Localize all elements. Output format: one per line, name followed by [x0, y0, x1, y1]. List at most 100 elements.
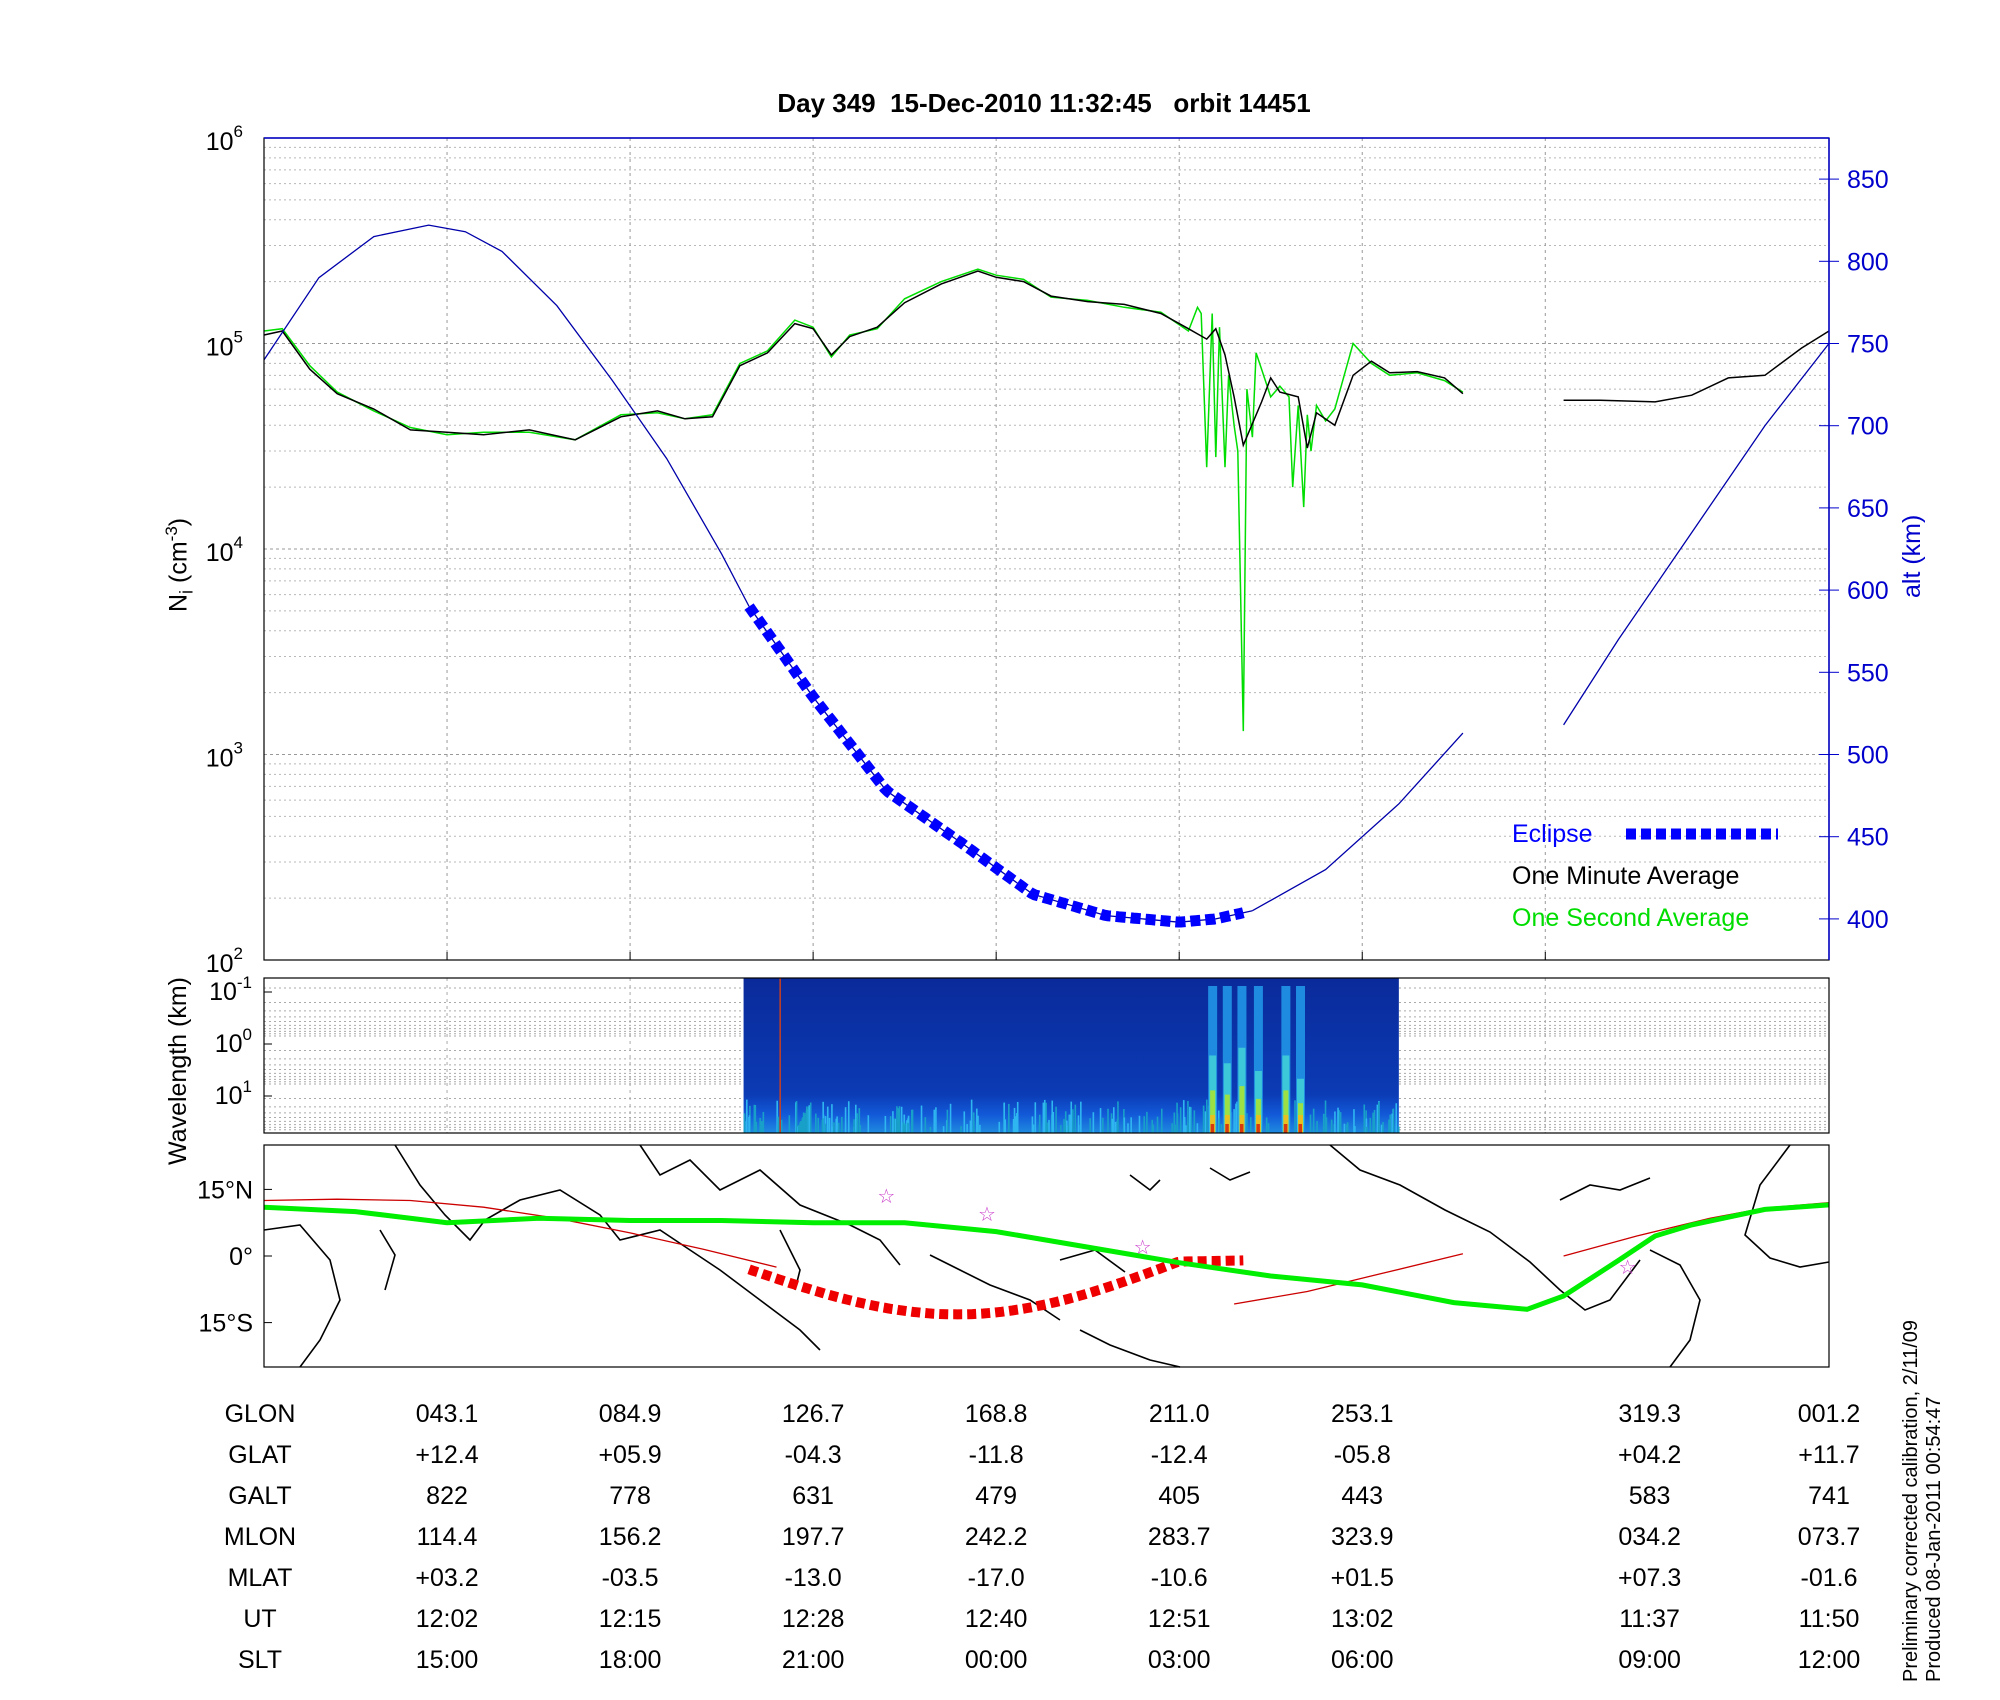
table-cell: +04.2: [1617, 1441, 1682, 1469]
spectrogram-stripe: [760, 1121, 763, 1133]
spectrogram-stripe: [1312, 1108, 1315, 1133]
spectrogram-stripe: [896, 1106, 898, 1133]
table-cell: 11:50: [1798, 1605, 1860, 1633]
spectrogram-stripe: [1045, 1102, 1047, 1133]
altitude-axis-label: alt (km): [1898, 514, 1926, 598]
footer-produced: Produced 08-Jan-2011 00:54:47: [1923, 1396, 1945, 1682]
spectrogram-stripe: [1334, 1111, 1336, 1133]
spectrogram-burst: [1283, 1124, 1288, 1133]
spectrogram-stripe: [809, 1102, 812, 1133]
map-panel: ☆ ☆ ☆ ☆ 15°N 0° 15°S: [197, 1144, 1830, 1368]
coastline: [379, 1229, 396, 1291]
table-cell: 168.8: [964, 1400, 1028, 1428]
spectrogram-stripe: [904, 1123, 906, 1133]
altitude-line: [1563, 343, 1830, 726]
spectrogram-stripe: [1146, 1111, 1148, 1133]
wavelength-tick-label: 101: [215, 1077, 252, 1110]
table-cell: 12:02: [415, 1605, 479, 1633]
table-cell: -12.4: [1150, 1441, 1208, 1469]
spectrogram-burst: [1224, 1094, 1230, 1133]
spectrogram-stripe: [979, 1124, 981, 1133]
spectrogram-stripe: [759, 1117, 761, 1133]
table-row-label: GLAT: [228, 1441, 292, 1469]
star-marker-icon: ☆: [877, 1184, 895, 1208]
spectrogram-stripe: [1365, 1118, 1368, 1133]
spectrogram-stripe: [1064, 1111, 1067, 1133]
spectrogram-stripe: [817, 1117, 820, 1133]
spectrogram-stripe: [1043, 1099, 1046, 1133]
spectrogram-stripe: [1353, 1109, 1355, 1133]
spectrogram-stripe: [815, 1113, 817, 1133]
spectrogram-stripe: [1395, 1103, 1398, 1133]
table-cell: -13.0: [784, 1564, 842, 1592]
coastline: [1744, 1144, 1830, 1268]
spectrogram-stripe: [1004, 1119, 1006, 1133]
table-cell: 114.4: [416, 1523, 478, 1551]
coastline: [1329, 1144, 1641, 1311]
spectrogram-stripe: [929, 1126, 932, 1133]
table-cell: +07.3: [1617, 1564, 1682, 1592]
coastline: [1209, 1167, 1251, 1181]
table-cell: -01.6: [1800, 1564, 1858, 1592]
density-tick-label: 102: [206, 944, 243, 978]
density-tick-label: 104: [206, 533, 243, 567]
spectrogram-stripe: [1309, 1114, 1312, 1133]
altitude-tick-label: 650: [1847, 495, 1889, 523]
coastline: [394, 1144, 821, 1351]
magnetic-equator-line: [263, 1202, 1830, 1312]
spectrogram-stripe: [743, 1113, 746, 1133]
spectrogram-stripe: [1185, 1125, 1187, 1133]
spectrogram-stripe: [1267, 1123, 1270, 1133]
table-cell: 13:02: [1330, 1605, 1394, 1633]
spectrogram-stripe: [1218, 1118, 1221, 1133]
spectrogram-stripe: [1376, 1104, 1379, 1133]
altitude-tick-label: 700: [1847, 413, 1889, 441]
spectrogram-stripe: [1343, 1123, 1346, 1133]
table-cell: 03:00: [1147, 1646, 1211, 1674]
spectrogram-stripe: [897, 1120, 899, 1133]
spectrogram-stripe: [1066, 1120, 1068, 1133]
spectrogram-stripe: [1069, 1114, 1071, 1133]
spectrogram-stripe: [1363, 1104, 1366, 1133]
spectrogram-stripe: [1070, 1101, 1073, 1133]
spectrogram-burst: [1298, 1124, 1303, 1133]
coastline: [1129, 1174, 1161, 1192]
spectrogram-frame: [263, 977, 1830, 1134]
table-cell: -05.8: [1333, 1441, 1391, 1469]
spectrogram-stripe: [1373, 1114, 1375, 1133]
spectrogram-stripe: [1060, 1125, 1062, 1133]
spectrogram-stripe: [826, 1106, 829, 1133]
spectrogram-stripe: [1339, 1112, 1342, 1133]
footer-calibration: Preliminary corrected calibration, 2/11/…: [1900, 1319, 1922, 1682]
eclipse-track-line: [747, 1255, 1244, 1320]
orbit-track-line: [1563, 1202, 1830, 1257]
table-cell: 21:00: [781, 1646, 845, 1674]
spectrogram-stripe: [1127, 1123, 1129, 1133]
altitude-line: [1252, 732, 1464, 912]
table-cell: 778: [609, 1482, 651, 1510]
one-minute-average-line: [1563, 330, 1830, 403]
spectrogram-stripe: [1249, 1117, 1252, 1133]
spectrogram-stripe: [1080, 1101, 1082, 1133]
spectrogram-burst: [1210, 1090, 1216, 1133]
spectrogram-burst: [1253, 986, 1263, 1133]
table-cell: 12:40: [964, 1605, 1028, 1633]
spectrogram-stripe: [924, 1117, 927, 1133]
table-row-label: UT: [243, 1605, 277, 1633]
spectrogram-stripe: [795, 1101, 798, 1133]
spectrogram-stripe: [1354, 1126, 1356, 1133]
spectrogram-stripe: [1206, 1099, 1208, 1133]
spectrogram-stripe: [1038, 1114, 1041, 1133]
spectrogram-stripe: [1369, 1117, 1372, 1133]
spectrogram-stripe: [1107, 1108, 1109, 1133]
spectrogram-stripe: [977, 1115, 979, 1133]
eclipse-altitude-line: [744, 603, 1245, 928]
spectrogram-stripe: [822, 1101, 824, 1133]
spectrogram-stripe: [889, 1116, 892, 1133]
altitude-tick-label: 450: [1847, 824, 1889, 852]
spectrogram-stripe: [1003, 1102, 1006, 1133]
spectrogram-stripe: [1063, 1119, 1065, 1133]
table-cell: 822: [426, 1482, 468, 1510]
table-cell: 319.3: [1618, 1400, 1681, 1428]
spectrogram-stripe: [841, 1116, 843, 1133]
